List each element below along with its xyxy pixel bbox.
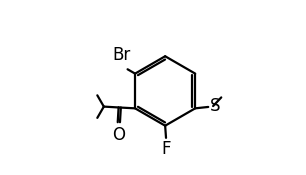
Text: O: O xyxy=(112,126,125,144)
Text: Br: Br xyxy=(112,46,131,64)
Text: F: F xyxy=(161,140,171,158)
Text: S: S xyxy=(210,97,220,115)
